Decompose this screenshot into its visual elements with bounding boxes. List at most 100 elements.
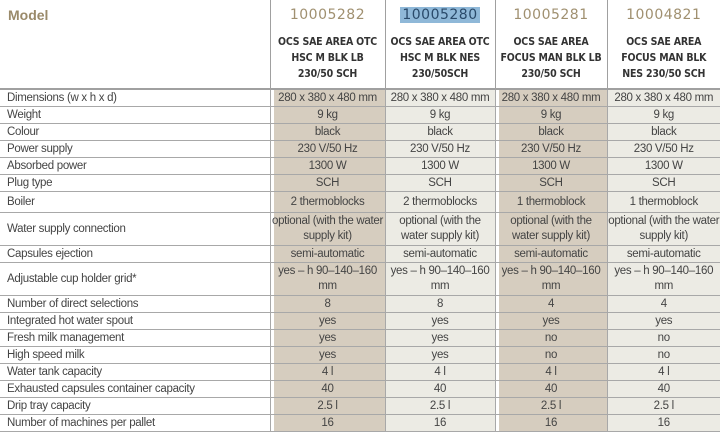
model-code: 10005281	[513, 7, 589, 23]
row-value: optional (with the water supply kit)	[494, 212, 607, 246]
model-column-header: 10005280 OCS SAE AREA OTC HSC M BLK NES 2…	[384, 0, 495, 89]
row-value: yes – h 90–140–160 mm	[606, 262, 720, 296]
row-value: 230 V/50 Hz	[606, 140, 720, 158]
row-value: no	[606, 346, 720, 364]
row-value: 16	[384, 414, 495, 432]
row-value: black	[384, 123, 495, 141]
model-code: 10004821	[626, 7, 702, 23]
row-value: 40	[494, 380, 607, 398]
row-value: yes	[384, 329, 495, 347]
table-row: Number of machines per pallet 16 16 16 16	[0, 414, 720, 432]
row-value: 1300 W	[269, 157, 385, 175]
row-value: 4 l	[269, 363, 385, 381]
row-value: 4 l	[606, 363, 720, 381]
row-value: semi-automatic	[384, 245, 495, 263]
row-label: Weight	[0, 106, 271, 124]
row-value: 1300 W	[494, 157, 607, 175]
row-value: SCH	[494, 174, 607, 192]
table-row: Plug type SCH SCH SCH SCH	[0, 174, 720, 192]
row-value: yes – h 90–140–160 mm	[269, 262, 385, 296]
row-value: black	[494, 123, 607, 141]
table-row: Drip tray capacity 2.5 l 2.5 l 2.5 l 2.5 l	[0, 397, 720, 415]
row-value: 4	[606, 295, 720, 313]
row-value: 2.5 l	[606, 397, 720, 415]
row-value: semi-automatic	[606, 245, 720, 263]
row-value: optional (with the water supply kit)	[384, 212, 495, 246]
model-name: OCS SAE AREA OTC HSC M BLK LB 230/50 SCH	[278, 36, 377, 80]
row-value: 2.5 l	[384, 397, 495, 415]
row-value: 230 V/50 Hz	[384, 140, 495, 158]
row-value: 230 V/50 Hz	[269, 140, 385, 158]
table-row: Fresh milk management yes yes no no	[0, 329, 720, 347]
row-label: Plug type	[0, 174, 271, 192]
row-value: semi-automatic	[494, 245, 607, 263]
model-code: 10005282	[289, 7, 366, 23]
table-row: Exhausted capsules container capacity 40 4…	[0, 380, 720, 398]
row-value: yes	[384, 346, 495, 364]
model-column-header: 10004821 OCS SAE AREA FOCUS MAN BLK NES 2…	[606, 0, 720, 89]
model-header: Model	[8, 7, 49, 23]
row-value: 280 x 380 x 480 mm	[269, 88, 385, 107]
table-row: Colour black black black black	[0, 123, 720, 141]
row-label: Water tank capacity	[0, 363, 271, 381]
model-name: OCS SAE AREA FOCUS MAN BLK LB 230/50 SCH	[500, 36, 602, 80]
row-value: 9 kg	[269, 106, 385, 124]
row-value: 4 l	[494, 363, 607, 381]
table-row: Weight 9 kg 9 kg 9 kg 9 kg	[0, 106, 720, 124]
row-value: optional (with the water supply kit)	[269, 212, 385, 246]
row-value: 4	[494, 295, 607, 313]
row-label: Water supply connection	[0, 212, 271, 246]
row-value: 8	[269, 295, 385, 313]
row-label: High speed milk	[0, 346, 271, 364]
row-value: yes – h 90–140–160 mm	[494, 262, 607, 296]
row-value: 40	[606, 380, 720, 398]
row-value: 9 kg	[494, 106, 607, 124]
row-value: 9 kg	[606, 106, 720, 124]
row-value: 1 thermoblock	[494, 191, 607, 213]
row-label: Integrated hot water spout	[0, 312, 271, 330]
row-value: black	[606, 123, 720, 141]
row-value: 280 x 380 x 480 mm	[384, 88, 495, 107]
row-value: SCH	[269, 174, 385, 192]
row-value: 2 thermoblocks	[269, 191, 385, 213]
row-value: 16	[606, 414, 720, 432]
row-value: 16	[269, 414, 385, 432]
model-column-header: 10005281 OCS SAE AREA FOCUS MAN BLK LB 23…	[494, 0, 607, 89]
row-value: 2.5 l	[269, 397, 385, 415]
row-value: SCH	[606, 174, 720, 192]
row-label: Power supply	[0, 140, 271, 158]
model-name: OCS SAE AREA OTC HSC M BLK NES 230/50SCH	[390, 36, 490, 80]
row-value: 16	[494, 414, 607, 432]
row-value: no	[606, 329, 720, 347]
row-value: 1 thermoblock	[606, 191, 720, 213]
row-value: no	[494, 329, 607, 347]
spec-table: Model 10005282 OCS SAE AREA OTC HSC M BLK…	[0, 0, 720, 432]
row-value: no	[494, 346, 607, 364]
row-label: Boiler	[0, 191, 271, 213]
row-value: 4 l	[384, 363, 495, 381]
row-value: 2 thermoblocks	[384, 191, 495, 213]
row-value: yes	[269, 329, 385, 347]
row-value: 230 V/50 Hz	[494, 140, 607, 158]
row-value: black	[269, 123, 385, 141]
row-label: Drip tray capacity	[0, 397, 271, 415]
row-value: yes	[494, 312, 607, 330]
model-code: 10005280	[400, 7, 480, 23]
row-value: 2.5 l	[494, 397, 607, 415]
table-row: Dimensions (w x h x d) 280 x 380 x 480 mm…	[0, 88, 720, 107]
row-label: Adjustable cup holder grid*	[0, 262, 271, 296]
row-value: 40	[384, 380, 495, 398]
row-value: 280 x 380 x 480 mm	[606, 88, 720, 107]
table-row: Integrated hot water spout yes yes yes yes	[0, 312, 720, 330]
row-value: 1300 W	[384, 157, 495, 175]
row-value: 1300 W	[606, 157, 720, 175]
table-row: Absorbed power 1300 W 1300 W 1300 W 1300 W	[0, 157, 720, 175]
row-value: yes	[384, 312, 495, 330]
row-value: 40	[269, 380, 385, 398]
row-value: 8	[384, 295, 495, 313]
row-value: yes – h 90–140–160 mm	[384, 262, 495, 296]
table-row: Number of direct selections 8 8 4 4	[0, 295, 720, 313]
row-label: Exhausted capsules container capacity	[0, 380, 271, 398]
row-value: 280 x 380 x 480 mm	[494, 88, 607, 107]
table-row: High speed milk yes yes no no	[0, 346, 720, 364]
